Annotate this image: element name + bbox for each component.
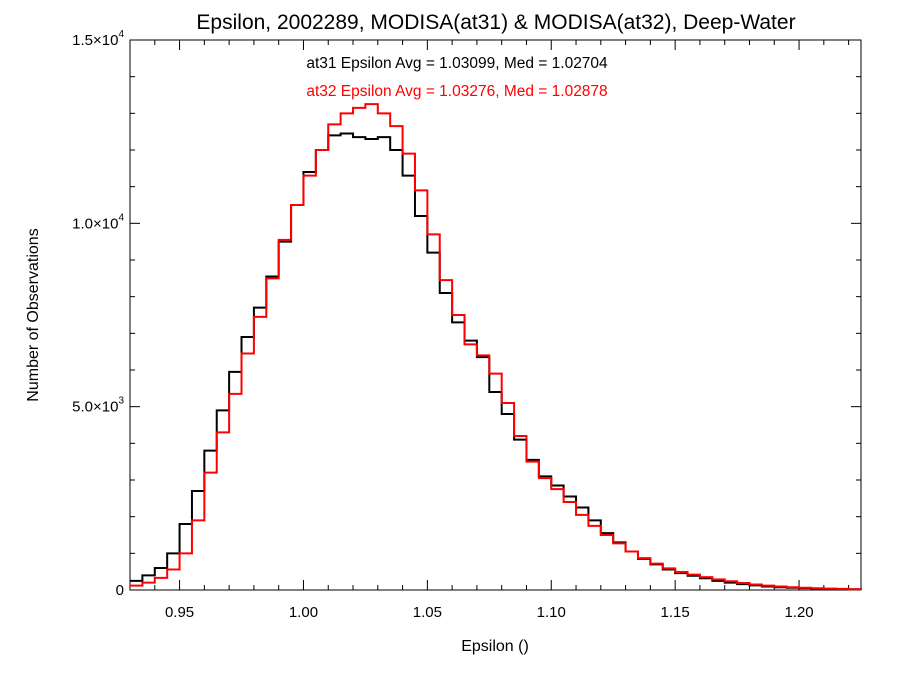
y-tick-mantissa: 1.5×10: [72, 32, 118, 49]
annotation-at31: at31 Epsilon Avg = 1.03099, Med = 1.0270…: [306, 55, 608, 72]
annotation-at32: at32 Epsilon Avg = 1.03276, Med = 1.0287…: [306, 83, 607, 100]
tick-marks: [129, 39, 861, 591]
series-line-at32: [130, 103, 862, 591]
y-tick-label: 1.0×104: [72, 212, 124, 232]
y-tick-mantissa: 5.0×10: [72, 399, 118, 416]
x-tick-label: 1.05: [413, 604, 442, 621]
x-tick-label: 1.20: [784, 604, 813, 621]
x-axis-label: Epsilon (): [461, 638, 529, 655]
series-lines: [130, 103, 862, 591]
y-tick-label: 1.5×104: [72, 29, 124, 49]
chart-title: Epsilon, 2002289, MODISA(at31) & MODISA(…: [196, 11, 795, 34]
x-tick-label: 1.00: [289, 604, 318, 621]
y-tick-exponent: 3: [118, 396, 124, 407]
series-annotations: at31 Epsilon Avg = 1.03099, Med = 1.0270…: [306, 55, 608, 100]
y-tick-mantissa: 0: [116, 582, 124, 599]
y-tick-exponent: 4: [118, 29, 124, 40]
y-tick-label: 0: [116, 582, 124, 599]
y-axis-label: Number of Observations: [25, 228, 42, 401]
series-line-at31: [130, 132, 862, 591]
plot-frame: [129, 39, 862, 591]
x-tick-label: 0.95: [165, 604, 194, 621]
x-tick-label: 1.10: [537, 604, 566, 621]
tick-labels: 0.95 1.00 1.05 1.10 1.15 1.2005.0×1031.0×1041…: [72, 29, 814, 621]
y-tick-mantissa: 1.0×10: [72, 215, 118, 232]
y-tick-label: 5.0×103: [72, 396, 124, 416]
y-tick-exponent: 4: [118, 212, 124, 223]
x-tick-label: 1.15: [661, 604, 690, 621]
